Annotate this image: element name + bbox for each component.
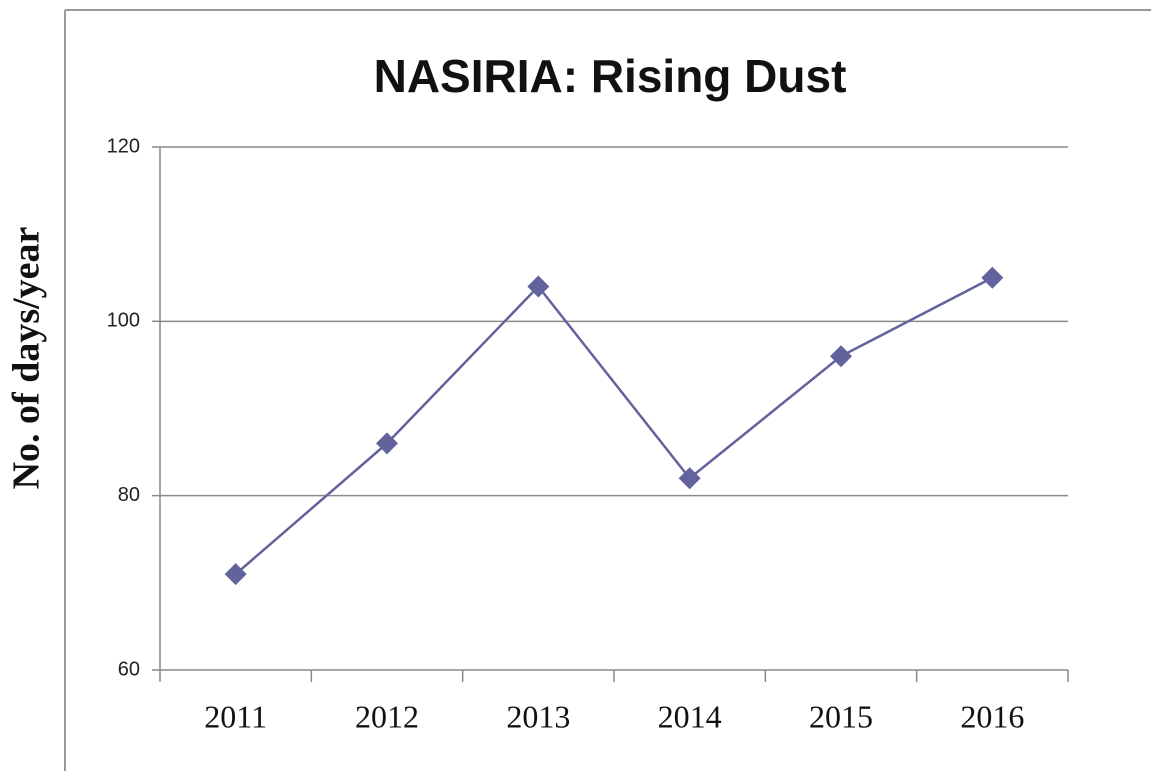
x-tick-label: 2011 [204, 698, 267, 734]
y-tick-label: 80 [118, 484, 140, 506]
marker [981, 266, 1004, 289]
y-tick-label: 60 [118, 658, 140, 680]
marker [376, 432, 398, 455]
x-tick-label: 2015 [809, 698, 873, 734]
y-axis-label: No. of days/year [6, 226, 48, 489]
marker [224, 563, 247, 586]
x-tick-label: 2014 [658, 698, 722, 734]
x-tick-label: 2013 [506, 698, 570, 734]
marker [678, 467, 701, 490]
x-tick-label: 2016 [960, 698, 1024, 734]
line [234, 276, 993, 576]
x-tick-label: 2012 [355, 698, 419, 734]
marker [830, 345, 852, 368]
y-tick-label: 120 [107, 135, 140, 157]
chart-title: NASIRIA: Rising Dust [374, 50, 847, 102]
y-tick-label: 100 [107, 310, 140, 332]
marker [527, 275, 550, 298]
